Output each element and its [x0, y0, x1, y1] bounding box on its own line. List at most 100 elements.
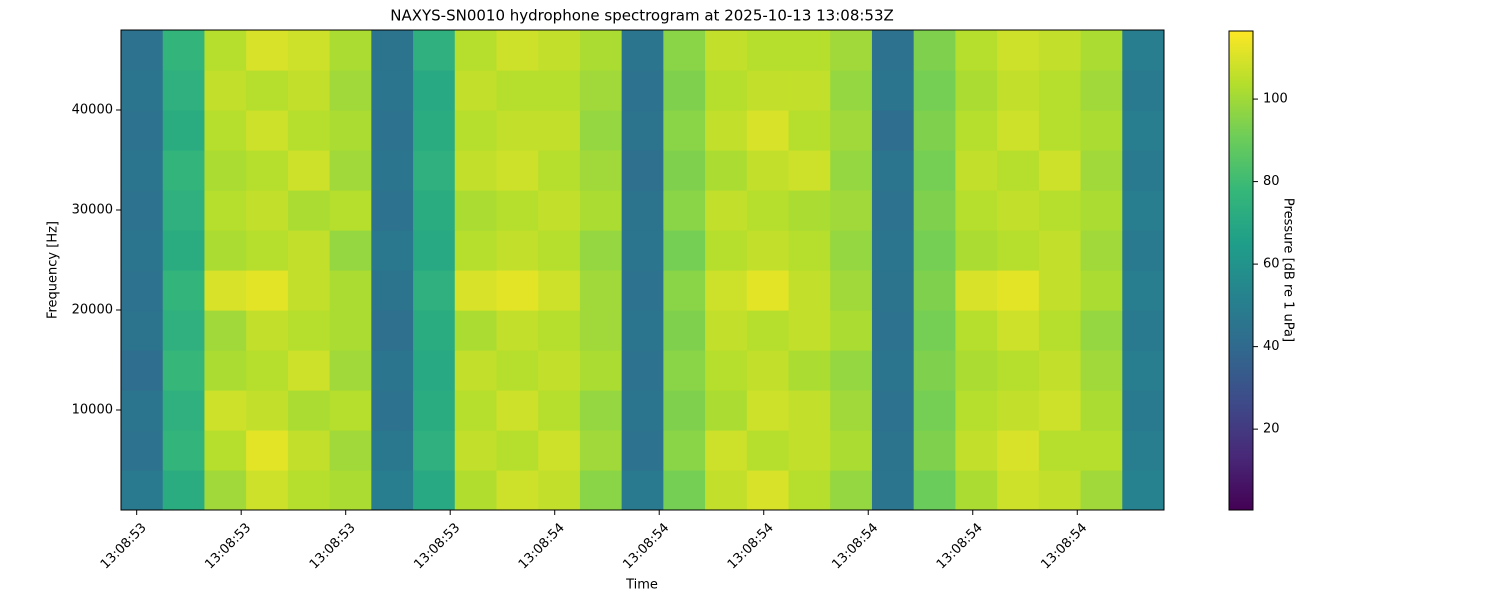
heatmap-cell	[705, 150, 748, 191]
colorbar-label: Pressure [dB re 1 uPa]	[1281, 198, 1296, 342]
heatmap-cell	[162, 70, 206, 111]
heatmap-cell	[1080, 110, 1123, 151]
heatmap-cell	[454, 110, 498, 151]
heatmap-cell	[496, 190, 539, 231]
heatmap-cell	[621, 190, 664, 231]
heatmap-cell	[413, 310, 456, 351]
heatmap-cell	[287, 110, 331, 151]
heatmap-cell	[371, 310, 414, 351]
heatmap-cell	[871, 190, 915, 231]
heatmap-cell	[329, 70, 372, 111]
heatmap-cell	[913, 430, 956, 471]
y-tick-label: 40000	[72, 103, 113, 118]
heatmap-cell	[121, 150, 164, 191]
heatmap-cell	[246, 230, 289, 271]
heatmap-cell	[663, 70, 706, 111]
heatmap-cell	[913, 270, 956, 311]
heatmap-cell	[1122, 390, 1164, 431]
heatmap-cell	[746, 150, 790, 191]
heatmap-cell	[830, 430, 873, 471]
heatmap-cell	[788, 150, 831, 191]
heatmap-cell	[413, 150, 456, 191]
colorbar-tick-label: 20	[1263, 422, 1280, 437]
heatmap-cell	[162, 430, 206, 471]
x-tick-label: 13:08:53	[202, 520, 254, 572]
heatmap-cell	[955, 430, 998, 471]
heatmap-cell	[997, 310, 1040, 351]
heatmap-cell	[246, 470, 289, 510]
heatmap-cell	[579, 430, 623, 471]
heatmap-cell	[162, 190, 206, 231]
heatmap-cell	[162, 270, 206, 311]
heatmap-cell	[579, 470, 623, 510]
heatmap-cell	[955, 110, 998, 151]
heatmap-cell	[413, 350, 456, 391]
heatmap-cell	[246, 150, 289, 191]
heatmap-cell	[538, 270, 581, 311]
heatmap-cell	[705, 110, 748, 151]
heatmap-cell	[705, 30, 748, 71]
heatmap-cell	[246, 30, 289, 71]
heatmap-cell	[162, 470, 206, 510]
heatmap-cell	[413, 190, 456, 231]
colorbar-tick-label: 100	[1263, 92, 1288, 107]
heatmap-cell	[371, 190, 414, 231]
heatmap-cell	[371, 150, 414, 191]
heatmap-cell	[1080, 270, 1123, 311]
heatmap-cell	[1080, 430, 1123, 471]
x-tick-label: 13:08:53	[307, 520, 359, 572]
heatmap-cell	[955, 70, 998, 111]
heatmap-cell	[1080, 350, 1123, 391]
heatmap-cell	[955, 350, 998, 391]
heatmap-cell	[1080, 470, 1123, 510]
heatmap-cell	[121, 110, 164, 151]
heatmap-cell	[1038, 310, 1082, 351]
heatmap-cell	[579, 310, 623, 351]
heatmap-cell	[204, 310, 247, 351]
heatmap-cell	[955, 470, 998, 510]
heatmap-cell	[287, 70, 331, 111]
heatmap-cell	[538, 110, 581, 151]
heatmap-cell	[121, 230, 164, 271]
heatmap-cell	[788, 230, 831, 271]
heatmap-cell	[997, 110, 1040, 151]
x-tick-label: 13:08:53	[411, 520, 463, 572]
heatmap-cell	[871, 70, 915, 111]
heatmap-cell	[830, 230, 873, 271]
heatmap-cell	[579, 150, 623, 191]
heatmap-cell	[746, 390, 790, 431]
heatmap-cell	[413, 270, 456, 311]
heatmap-cell	[121, 310, 164, 351]
heatmap-cell	[204, 30, 247, 71]
heatmap-cell	[1038, 30, 1082, 71]
heatmap-cell	[955, 30, 998, 71]
heatmap-cell	[621, 270, 664, 311]
heatmap-cell	[621, 230, 664, 271]
y-axis-label: Frequency [Hz]	[46, 221, 61, 319]
heatmap-cell	[830, 190, 873, 231]
heatmap-cell	[788, 110, 831, 151]
heatmap-cell	[246, 190, 289, 231]
heatmap-cell	[538, 470, 581, 510]
heatmap-cell	[454, 350, 498, 391]
heatmap-cell	[454, 470, 498, 510]
heatmap-cell	[579, 390, 623, 431]
heatmap-cell	[1038, 110, 1082, 151]
heatmap-cell	[955, 390, 998, 431]
heatmap-cell	[1122, 110, 1164, 151]
heatmap-cell	[663, 470, 706, 510]
heatmap-cell	[955, 270, 998, 311]
heatmap-cell	[204, 350, 247, 391]
heatmap-cell	[287, 190, 331, 231]
heatmap-cell	[579, 30, 623, 71]
heatmap-cell	[871, 350, 915, 391]
heatmap-cell	[538, 190, 581, 231]
heatmap-cell	[329, 230, 372, 271]
heatmap-cell	[913, 310, 956, 351]
heatmap-cell	[997, 190, 1040, 231]
heatmap-cell	[871, 390, 915, 431]
heatmap-cell	[830, 70, 873, 111]
heatmap-cell	[496, 70, 539, 111]
